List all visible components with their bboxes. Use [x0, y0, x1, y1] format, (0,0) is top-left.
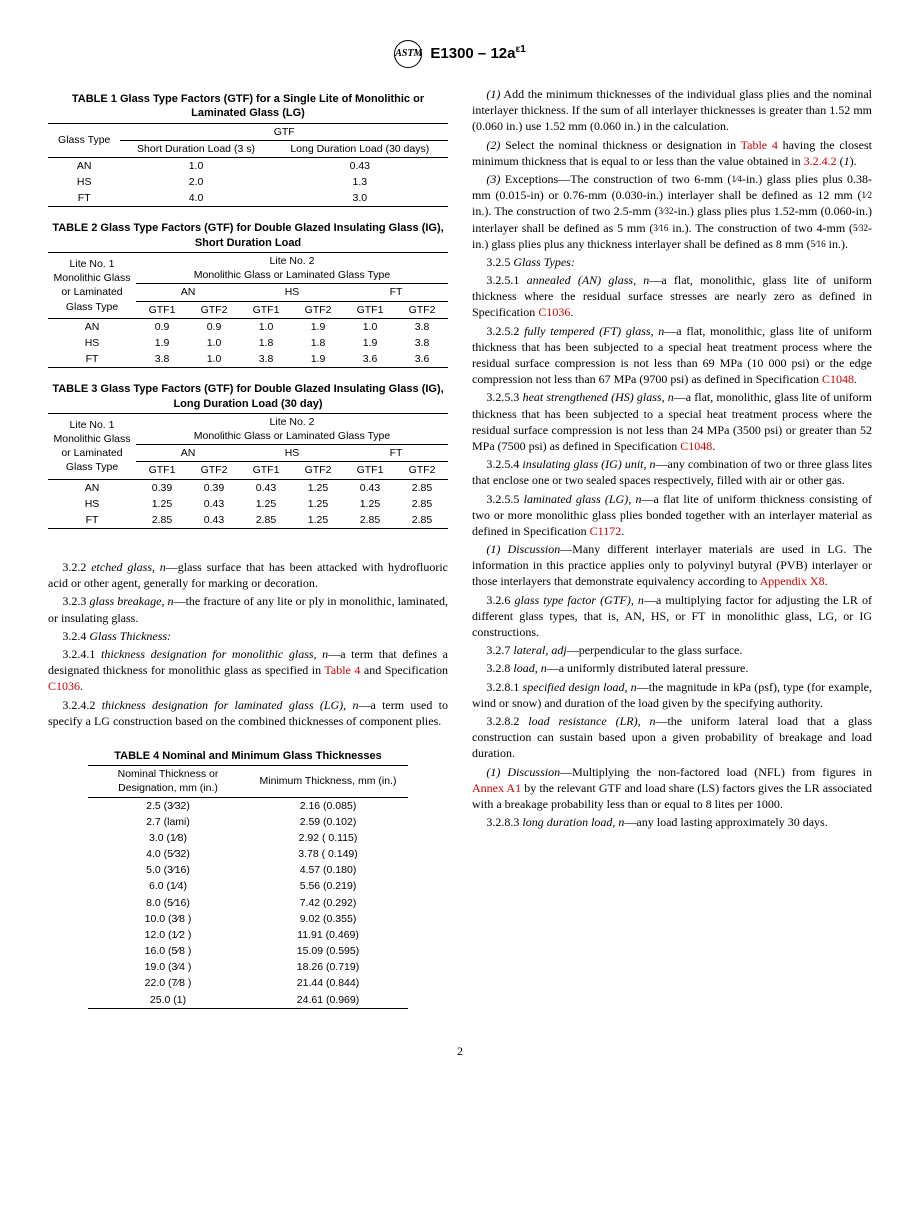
def-3-2-5: 3.2.5 Glass Types: — [472, 254, 872, 270]
ref-c1036-b[interactable]: C1036 — [538, 305, 570, 319]
step-3: (3) Exceptions—The construction of two 6… — [472, 171, 872, 252]
def-3-2-8-1: 3.2.8.1 specified design load, n—the mag… — [472, 679, 872, 711]
step-1: (1) Add the minimum thicknesses of the i… — [472, 86, 872, 135]
disc-3-2-8-2: (1) Discussion—Multiplying the non-facto… — [472, 764, 872, 813]
ref-c1048-b[interactable]: C1048 — [680, 439, 712, 453]
document-header: ASTM E1300 – 12aε1 — [48, 40, 872, 68]
def-3-2-5-5: 3.2.5.5 laminated glass (LG), n—a flat l… — [472, 491, 872, 540]
ref-c1048[interactable]: C1048 — [822, 372, 854, 386]
def-3-2-7: 3.2.7 lateral, adj—perpendicular to the … — [472, 642, 872, 658]
ref-table-4-b[interactable]: Table 4 — [741, 138, 778, 152]
step-2: (2) Select the nominal thickness or desi… — [472, 137, 872, 169]
ref-appendix-x8[interactable]: Appendix X8 — [760, 574, 825, 588]
ref-3-2-4-2[interactable]: 3.2.4.2 — [804, 154, 837, 168]
ref-c1172[interactable]: C1172 — [590, 524, 622, 538]
page-number: 2 — [48, 1043, 872, 1059]
astm-logo-icon: ASTM — [394, 40, 422, 68]
left-column: TABLE 1 Glass Type Factors (GTF) for a S… — [48, 86, 448, 1023]
ref-annex-a1[interactable]: Annex A1 — [472, 781, 521, 795]
def-3-2-5-4: 3.2.5.4 insulating glass (IG) unit, n—an… — [472, 456, 872, 488]
table-4: Nominal Thickness or Designation, mm (in… — [88, 765, 408, 1009]
def-3-2-8-2: 3.2.8.2 load resistance (LR), n—the unif… — [472, 713, 872, 762]
epsilon: ε1 — [515, 44, 525, 55]
def-3-2-8: 3.2.8 load, n—a uniformly distributed la… — [472, 660, 872, 676]
designation: E1300 – 12a — [430, 45, 515, 62]
two-column-layout: TABLE 1 Glass Type Factors (GTF) for a S… — [48, 86, 872, 1023]
table-1-title: TABLE 1 Glass Type Factors (GTF) for a S… — [48, 92, 448, 121]
table-4-title: TABLE 4 Nominal and Minimum Glass Thickn… — [48, 749, 448, 763]
disc-3-2-5-5: (1) Discussion—Many different interlayer… — [472, 541, 872, 590]
table-3: Lite No. 1 Monolithic Glass or Laminated… — [48, 413, 448, 529]
table-2-title: TABLE 2 Glass Type Factors (GTF) for Dou… — [48, 221, 448, 250]
def-3-2-3: 3.2.3 glass breakage, n—the fracture of … — [48, 593, 448, 625]
table-2: Lite No. 1 Monolithic Glass or Laminated… — [48, 252, 448, 368]
def-3-2-4-2: 3.2.4.2 thickness designation for lamina… — [48, 697, 448, 729]
def-3-2-5-2: 3.2.5.2 fully tempered (FT) glass, n—a f… — [472, 323, 872, 388]
def-3-2-4: 3.2.4 Glass Thickness: — [48, 628, 448, 644]
ref-table-4[interactable]: Table 4 — [324, 663, 360, 677]
def-3-2-2: 3.2.2 etched glass, n—glass surface that… — [48, 559, 448, 591]
right-column: (1) Add the minimum thicknesses of the i… — [472, 86, 872, 1023]
table-3-title: TABLE 3 Glass Type Factors (GTF) for Dou… — [48, 382, 448, 411]
def-3-2-8-3: 3.2.8.3 long duration load, n—any load l… — [472, 814, 872, 830]
def-3-2-6: 3.2.6 glass type factor (GTF), n—a multi… — [472, 592, 872, 641]
def-3-2-4-1: 3.2.4.1 thickness designation for monoli… — [48, 646, 448, 695]
def-3-2-5-3: 3.2.5.3 heat strengthened (HS) glass, n—… — [472, 389, 872, 454]
table-1: Glass TypeGTF Short Duration Load (3 s)L… — [48, 123, 448, 208]
ref-c1036[interactable]: C1036 — [48, 679, 80, 693]
def-3-2-5-1: 3.2.5.1 annealed (AN) glass, n—a flat, m… — [472, 272, 872, 321]
